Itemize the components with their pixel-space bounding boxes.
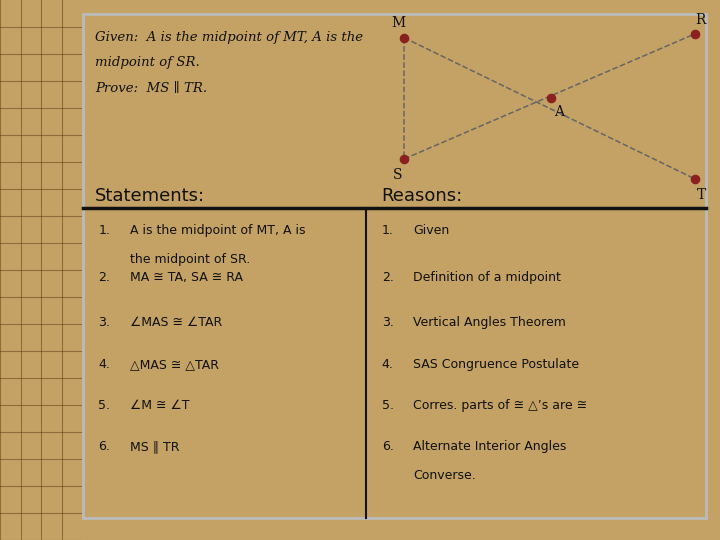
Text: 2.: 2. bbox=[382, 271, 394, 284]
Text: the midpoint of SR.: the midpoint of SR. bbox=[130, 253, 250, 266]
Text: ∠MAS ≅ ∠TAR: ∠MAS ≅ ∠TAR bbox=[130, 316, 222, 329]
Text: Alternate Interior Angles: Alternate Interior Angles bbox=[413, 440, 566, 453]
Text: SAS Congruence Postulate: SAS Congruence Postulate bbox=[413, 358, 579, 371]
Text: 6.: 6. bbox=[99, 440, 110, 453]
Text: Given: Given bbox=[413, 224, 449, 237]
Point bbox=[546, 94, 557, 103]
Text: 6.: 6. bbox=[382, 440, 394, 453]
Text: △MAS ≅ △TAR: △MAS ≅ △TAR bbox=[130, 358, 218, 371]
Text: 1.: 1. bbox=[382, 224, 394, 237]
Text: 4.: 4. bbox=[99, 358, 110, 371]
Text: 1.: 1. bbox=[99, 224, 110, 237]
Text: Converse.: Converse. bbox=[413, 469, 476, 482]
Text: Reasons:: Reasons: bbox=[382, 187, 463, 205]
Point bbox=[690, 29, 701, 38]
Point bbox=[398, 33, 410, 42]
Text: midpoint of SR.: midpoint of SR. bbox=[95, 56, 200, 70]
Text: T: T bbox=[697, 188, 706, 202]
Text: Statements:: Statements: bbox=[95, 187, 205, 205]
Text: Definition of a midpoint: Definition of a midpoint bbox=[413, 271, 561, 284]
Text: ∠M ≅ ∠T: ∠M ≅ ∠T bbox=[130, 399, 189, 411]
Text: 3.: 3. bbox=[382, 316, 394, 329]
Text: Vertical Angles Theorem: Vertical Angles Theorem bbox=[413, 316, 566, 329]
Text: R: R bbox=[695, 12, 706, 26]
Text: 2.: 2. bbox=[99, 271, 110, 284]
Text: A: A bbox=[554, 105, 564, 119]
Text: S: S bbox=[393, 168, 402, 182]
Text: Given:  A is the midpoint of MT, A is the: Given: A is the midpoint of MT, A is the bbox=[95, 31, 364, 44]
Text: MA ≅ TA, SA ≅ RA: MA ≅ TA, SA ≅ RA bbox=[130, 271, 243, 284]
Text: M: M bbox=[391, 16, 405, 30]
Text: 3.: 3. bbox=[99, 316, 110, 329]
Text: Corres. parts of ≅ △’s are ≅: Corres. parts of ≅ △’s are ≅ bbox=[413, 399, 587, 411]
Text: 5.: 5. bbox=[99, 399, 110, 411]
Text: Prove:  MS ∥ TR.: Prove: MS ∥ TR. bbox=[95, 82, 207, 94]
Point bbox=[690, 175, 701, 184]
Text: 5.: 5. bbox=[382, 399, 394, 411]
Text: 4.: 4. bbox=[382, 358, 394, 371]
Text: MS ∥ TR: MS ∥ TR bbox=[130, 440, 179, 453]
Text: A is the midpoint of MT, A is: A is the midpoint of MT, A is bbox=[130, 224, 305, 237]
Point bbox=[398, 154, 410, 163]
